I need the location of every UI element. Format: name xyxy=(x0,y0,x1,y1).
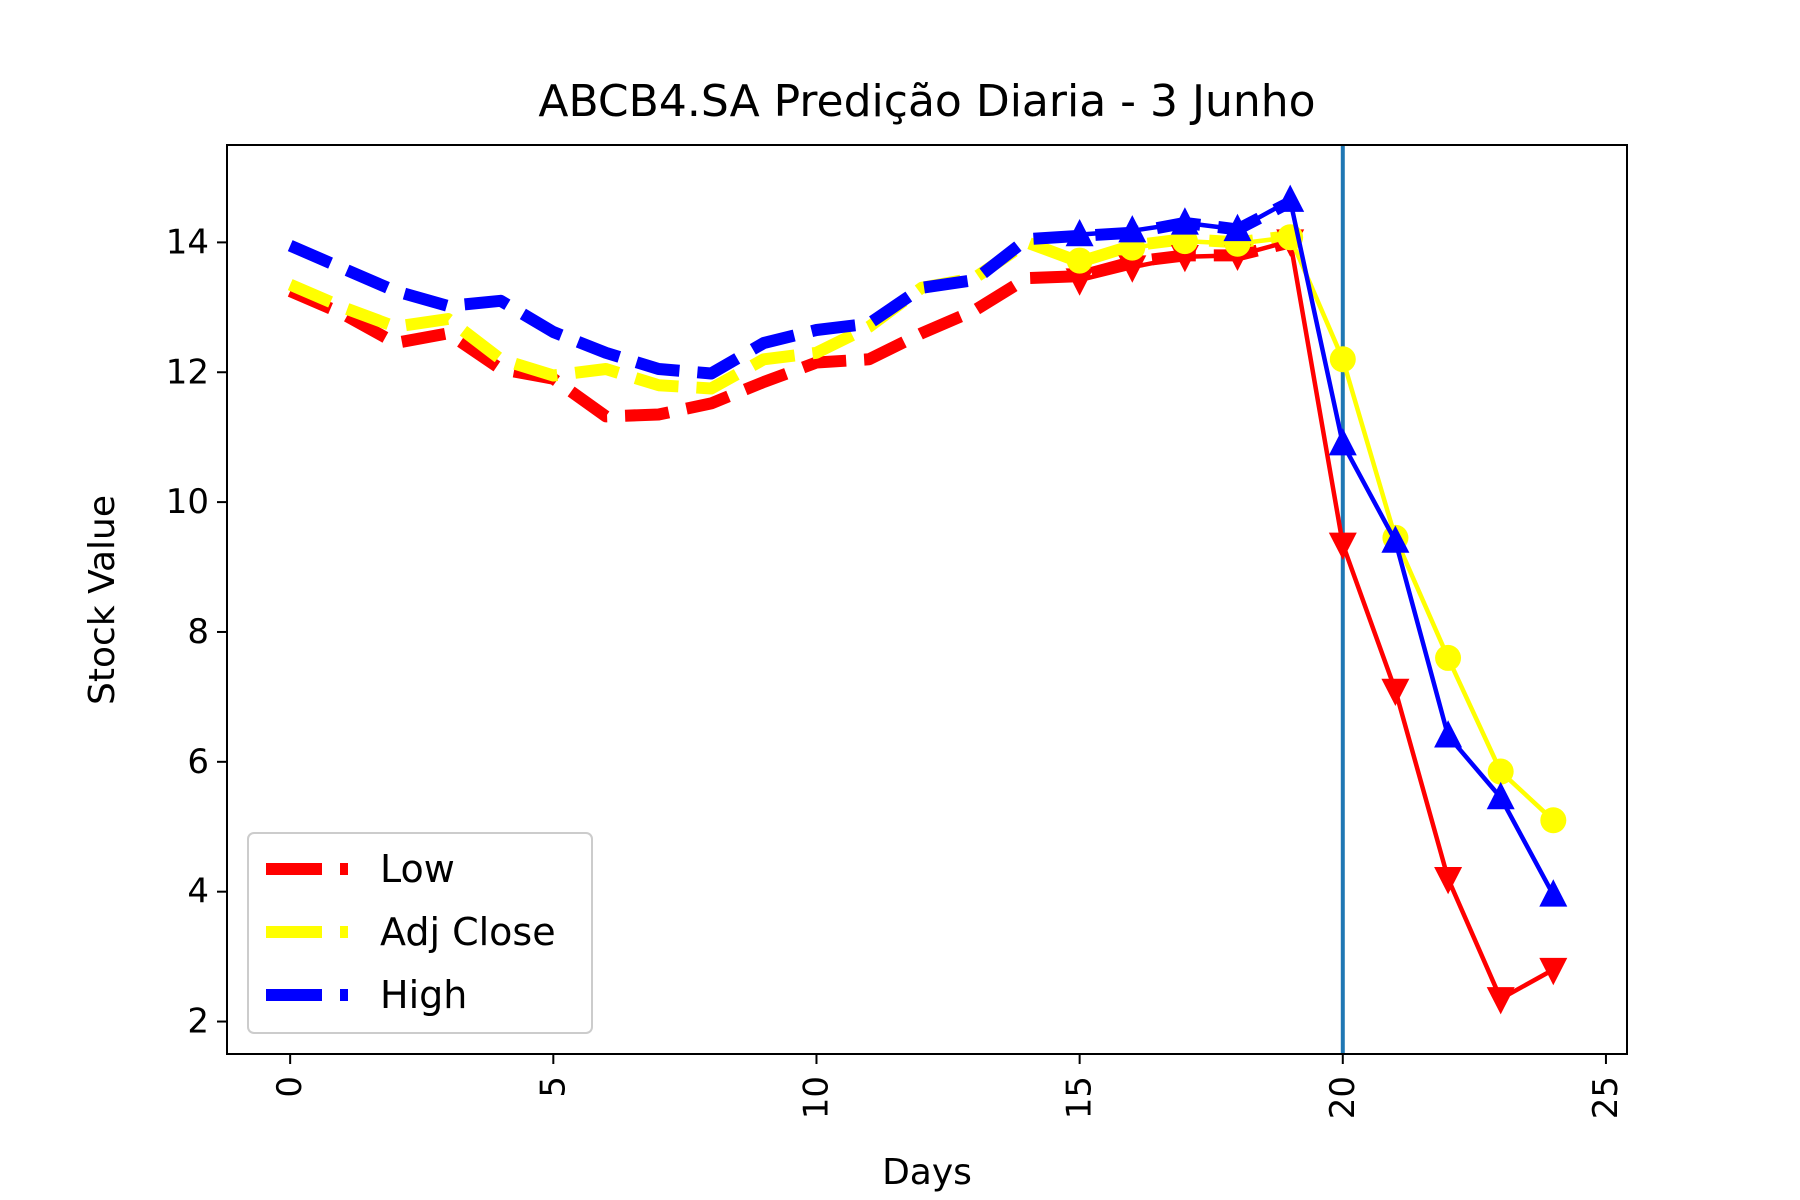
y-tick-label-3: 8 xyxy=(187,612,209,652)
series-0-point-0 xyxy=(1065,268,1094,296)
x-axis: 0 5 10 15 20 25 xyxy=(270,1054,1626,1119)
plot-frame xyxy=(226,144,1628,1055)
y-tick-label-2: 6 xyxy=(187,742,209,782)
y-axis-label: Stock Value xyxy=(82,495,123,705)
series-0-point-1 xyxy=(1118,255,1147,283)
series-0-point-7 xyxy=(1434,867,1463,895)
series-1-prediction-line xyxy=(1079,234,1555,822)
x-tick-label-3: 15 xyxy=(1060,1076,1100,1119)
legend-box xyxy=(247,832,593,1034)
series-1-point-8 xyxy=(1487,758,1514,785)
series-2-point-9 xyxy=(1539,879,1568,907)
legend-label-1: Adj Close xyxy=(380,910,556,954)
y-tick-label-0: 2 xyxy=(187,1002,209,1042)
series-1-point-0 xyxy=(1066,247,1093,274)
series-2-prediction-line xyxy=(1079,197,1556,896)
series-0-point-9 xyxy=(1539,957,1568,986)
series-1-point-5 xyxy=(1329,346,1356,373)
legend-label-2: High xyxy=(380,973,467,1017)
series-2-point-3 xyxy=(1223,213,1252,242)
series-2-point-5 xyxy=(1328,428,1357,456)
y-tick-label-1: 4 xyxy=(187,872,209,912)
series-2-point-4 xyxy=(1276,184,1305,212)
series-0-point-6 xyxy=(1381,678,1410,706)
series-2-point-0 xyxy=(1065,219,1094,247)
legend-label-0: Low xyxy=(380,847,455,891)
series-2-point-6 xyxy=(1381,525,1410,553)
y-axis: 2 4 6 8 10 12 14 xyxy=(166,222,227,1042)
x-tick-label-2: 10 xyxy=(797,1076,837,1119)
series-2-point-8 xyxy=(1486,781,1515,810)
plot-area xyxy=(287,145,1568,1054)
series-2-point-1 xyxy=(1118,215,1147,243)
legend: Low Adj Close High xyxy=(247,832,593,1034)
series-0-point-8 xyxy=(1486,987,1515,1015)
y-tick-label-4: 10 xyxy=(166,482,209,522)
x-tick-label-5: 25 xyxy=(1586,1076,1626,1119)
series-0-prediction-line xyxy=(1079,238,1555,1002)
x-tick-label-0: 0 xyxy=(270,1076,310,1098)
series-0-point-5 xyxy=(1328,532,1357,560)
y-tick-label-6: 14 xyxy=(166,222,209,262)
series-1-point-9 xyxy=(1540,807,1567,834)
x-tick-label-1: 5 xyxy=(533,1076,573,1098)
y-tick-label-5: 12 xyxy=(166,352,209,392)
series-2-point-2 xyxy=(1170,207,1199,235)
series-1-point-7 xyxy=(1435,644,1462,671)
x-axis-label: Days xyxy=(882,1152,972,1193)
chart-title: ABCB4.SA Predição Diaria - 3 Junho xyxy=(538,76,1315,127)
series-2-point-7 xyxy=(1434,720,1463,748)
x-tick-label-4: 20 xyxy=(1323,1076,1363,1119)
